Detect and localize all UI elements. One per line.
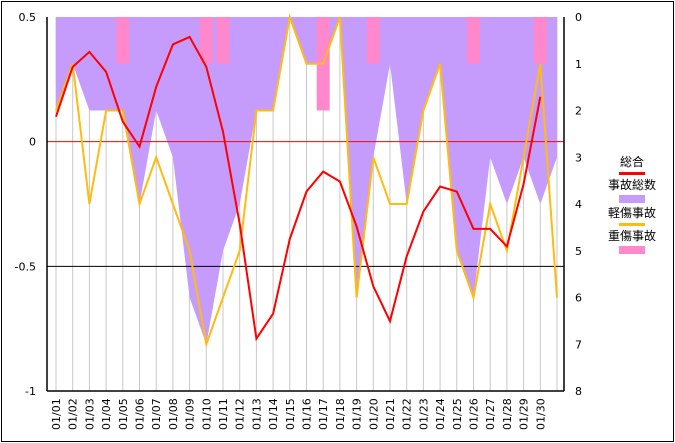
bar-serious-01/30 [533,17,547,64]
x-tick-label: 01/20 [367,398,380,430]
x-tick-label: 01/14 [267,398,280,430]
x-tick-label: 01/13 [250,398,263,430]
x-tick-label: 01/19 [351,398,364,430]
x-tick-label: 01/28 [501,398,514,430]
x-tick-label: 01/03 [83,398,96,430]
x-tick-label: 01/12 [234,398,247,430]
right-tick-label: 2 [575,105,582,118]
right-tick-label: 5 [575,245,582,258]
legend-label-total: 事故総数 [607,178,656,192]
line-overall [55,35,542,342]
x-tick-label: 01/04 [100,398,113,430]
left-tick-label: 0 [29,136,36,149]
x-tick-label: 01/01 [50,398,63,430]
x-tick-label: 01/26 [468,398,481,430]
x-tick-label: 01/10 [200,398,213,430]
right-tick-label: 3 [575,151,582,164]
x-tick-label: 01/23 [417,398,430,430]
left-tick-label: -0.5 [15,260,36,273]
x-tick-label: 01/29 [518,398,531,430]
x-tick-label: 01/15 [284,398,297,430]
right-tick-label: 8 [575,385,582,398]
right-tick-label: 6 [575,292,582,305]
legend-label-overall: 総合 [619,155,644,169]
x-tick-label: 01/21 [384,398,397,430]
left-tick-label: 0.5 [19,11,37,24]
legend-label-serious: 重傷事故 [607,229,656,243]
x-tick-label: 01/30 [534,398,547,430]
x-tick-label: 01/16 [301,398,314,430]
right-tick-label: 7 [575,338,582,351]
x-tick-label: 01/22 [401,398,414,430]
left-tick-label: -1 [25,385,36,398]
right-tick-label: 4 [575,198,582,211]
legend-swatch-serious [619,246,645,254]
x-tick-label: 01/18 [334,398,347,430]
bar-serious-01/26 [467,17,480,64]
x-tick-label: 01/06 [134,398,147,430]
legend-label-minor: 軽傷事故 [607,206,656,220]
x-tick-label: 01/25 [451,398,464,430]
line-minor-accidents [55,13,558,349]
area-total-accidents [56,17,557,345]
right-tick-label: 0 [575,11,582,24]
x-tick-label: 01/11 [217,398,230,430]
legend-swatch-total [619,195,645,203]
legend: 総合 事故総数 軽傷事故 重傷事故 [600,155,664,257]
x-tick-label: 01/27 [484,398,497,430]
right-tick-label: 1 [575,58,582,71]
x-tick-label: 01/08 [167,398,180,430]
x-tick-label: 01/09 [184,398,197,430]
x-tick-label: 01/07 [150,398,163,430]
bar-serious-01/10 [199,17,213,64]
x-tick-label: 01/24 [434,398,447,430]
x-tick-label: 01/17 [317,398,330,430]
legend-swatch-overall [619,172,645,175]
legend-swatch-minor [619,223,645,226]
bar-serious-01/11 [216,17,230,64]
bar-serious-01/05 [116,17,130,64]
bar-serious-01/20 [366,17,380,64]
x-tick-label: 01/05 [117,398,130,430]
x-tick-label: 01/02 [67,398,80,430]
